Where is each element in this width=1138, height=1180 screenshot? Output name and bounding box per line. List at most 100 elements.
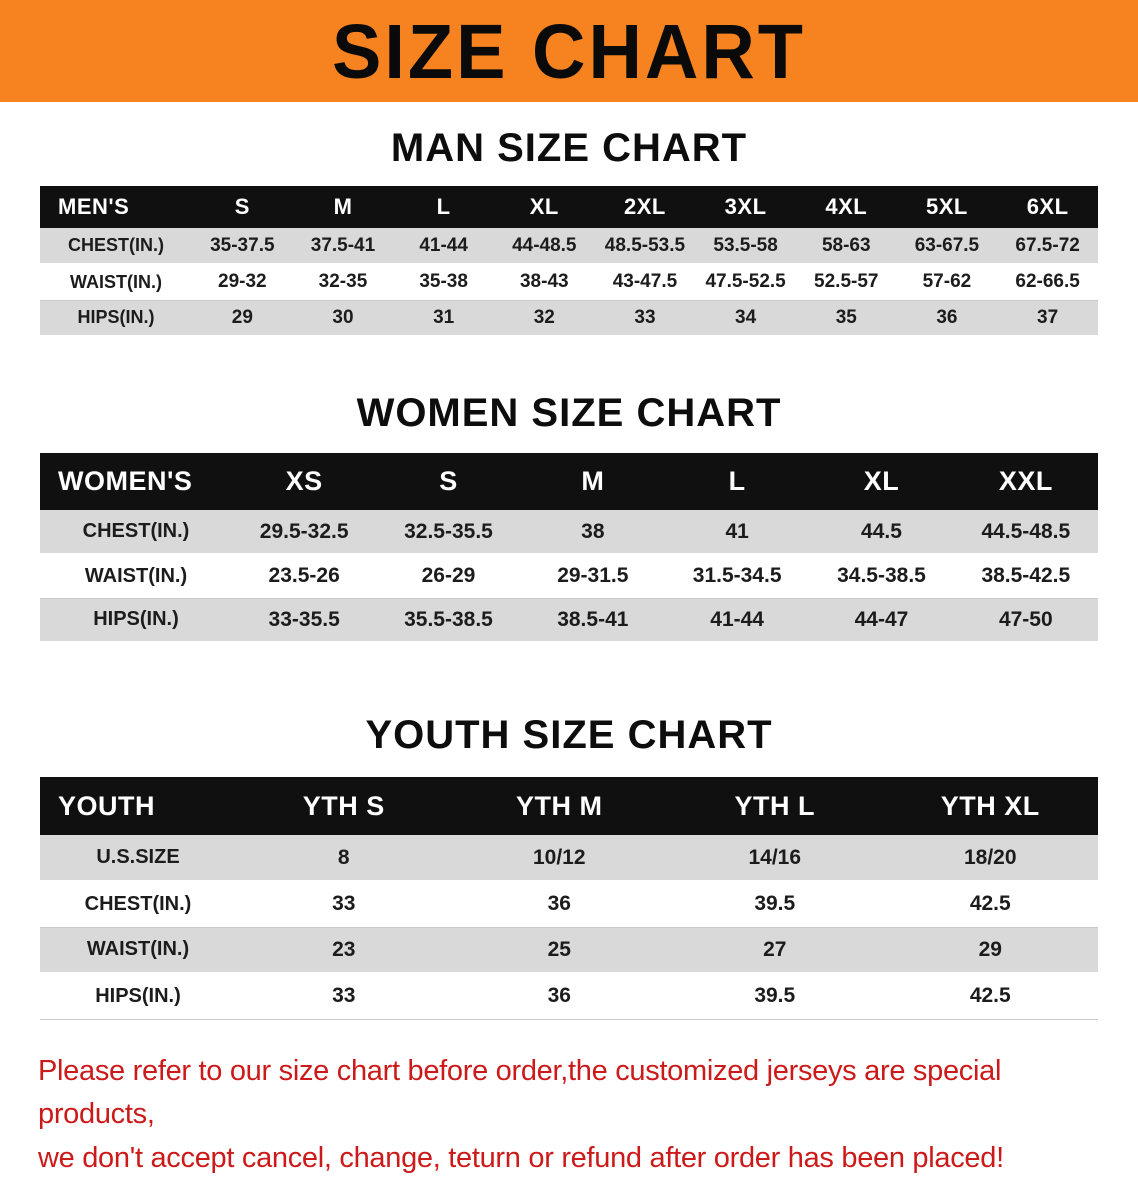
- size-value: 42.5: [883, 973, 1099, 1019]
- size-column-header: YTH XL: [883, 777, 1099, 835]
- size-value: 53.5-58: [695, 228, 796, 264]
- disclaimer-note: Please refer to our size chart before or…: [38, 1050, 1100, 1180]
- men-section-heading: MAN SIZE CHART: [0, 126, 1138, 170]
- size-value: 52.5-57: [796, 264, 897, 300]
- size-value: 29-32: [192, 264, 293, 300]
- banner: SIZE CHART: [0, 0, 1138, 102]
- row-label: CHEST(IN.): [40, 228, 192, 264]
- size-value: 33: [236, 881, 452, 927]
- size-column-header: YTH L: [667, 777, 883, 835]
- size-column-header: L: [665, 453, 809, 510]
- size-value: 36: [452, 973, 668, 1019]
- size-column-header: L: [393, 186, 494, 228]
- size-value: 43-47.5: [595, 264, 696, 300]
- size-value: 29.5-32.5: [232, 510, 376, 554]
- size-value: 33: [236, 973, 452, 1019]
- size-value: 41-44: [665, 598, 809, 642]
- size-value: 33-35.5: [232, 598, 376, 642]
- size-value: 36: [897, 300, 998, 336]
- size-value: 37.5-41: [293, 228, 394, 264]
- row-label: HIPS(IN.): [40, 300, 192, 336]
- row-label: HIPS(IN.): [40, 973, 236, 1019]
- size-value: 31.5-34.5: [665, 554, 809, 598]
- size-value: 47.5-52.5: [695, 264, 796, 300]
- size-value: 8: [236, 835, 452, 881]
- size-value: 37: [997, 300, 1098, 336]
- size-column-header: YTH M: [452, 777, 668, 835]
- size-column-header: 3XL: [695, 186, 796, 228]
- table-corner-label: YOUTH: [40, 777, 236, 835]
- size-value: 29: [883, 927, 1099, 973]
- size-value: 33: [595, 300, 696, 336]
- size-column-header: XL: [494, 186, 595, 228]
- disclaimer-line-2: we don't accept cancel, change, teturn o…: [38, 1137, 1100, 1180]
- row-label: HIPS(IN.): [40, 598, 232, 642]
- size-value: 34.5-38.5: [809, 554, 953, 598]
- size-value: 58-63: [796, 228, 897, 264]
- size-column-header: 4XL: [796, 186, 897, 228]
- size-value: 44.5: [809, 510, 953, 554]
- size-value: 41-44: [393, 228, 494, 264]
- size-value: 31: [393, 300, 494, 336]
- size-value: 38.5-42.5: [954, 554, 1098, 598]
- page-title: SIZE CHART: [332, 7, 806, 95]
- size-column-header: M: [293, 186, 394, 228]
- disclaimer-line-1: Please refer to our size chart before or…: [38, 1050, 1100, 1137]
- size-value: 10/12: [452, 835, 668, 881]
- size-value: 30: [293, 300, 394, 336]
- size-column-header: S: [376, 453, 520, 510]
- size-value: 38: [521, 510, 665, 554]
- women-section-heading: WOMEN SIZE CHART: [0, 391, 1138, 435]
- size-column-header: YTH S: [236, 777, 452, 835]
- size-value: 47-50: [954, 598, 1098, 642]
- row-label: WAIST(IN.): [40, 554, 232, 598]
- size-value: 35.5-38.5: [376, 598, 520, 642]
- size-value: 44.5-48.5: [954, 510, 1098, 554]
- youth-section-heading: YOUTH SIZE CHART: [0, 713, 1138, 757]
- size-column-header: XXL: [954, 453, 1098, 510]
- size-value: 35-38: [393, 264, 494, 300]
- row-label: WAIST(IN.): [40, 264, 192, 300]
- size-column-header: 6XL: [997, 186, 1098, 228]
- size-value: 38-43: [494, 264, 595, 300]
- size-value: 44-47: [809, 598, 953, 642]
- table-corner-label: MEN'S: [40, 186, 192, 228]
- row-label: WAIST(IN.): [40, 927, 236, 973]
- size-value: 48.5-53.5: [595, 228, 696, 264]
- row-label: U.S.SIZE: [40, 835, 236, 881]
- row-label: CHEST(IN.): [40, 881, 236, 927]
- size-value: 41: [665, 510, 809, 554]
- size-value: 26-29: [376, 554, 520, 598]
- size-value: 32-35: [293, 264, 394, 300]
- size-value: 67.5-72: [997, 228, 1098, 264]
- size-column-header: M: [521, 453, 665, 510]
- size-value: 32.5-35.5: [376, 510, 520, 554]
- size-value: 25: [452, 927, 668, 973]
- size-column-header: XS: [232, 453, 376, 510]
- table-corner-label: WOMEN'S: [40, 453, 232, 510]
- size-value: 36: [452, 881, 668, 927]
- size-value: 35: [796, 300, 897, 336]
- size-value: 23: [236, 927, 452, 973]
- size-value: 44-48.5: [494, 228, 595, 264]
- size-value: 35-37.5: [192, 228, 293, 264]
- size-value: 42.5: [883, 881, 1099, 927]
- size-column-header: S: [192, 186, 293, 228]
- size-value: 14/16: [667, 835, 883, 881]
